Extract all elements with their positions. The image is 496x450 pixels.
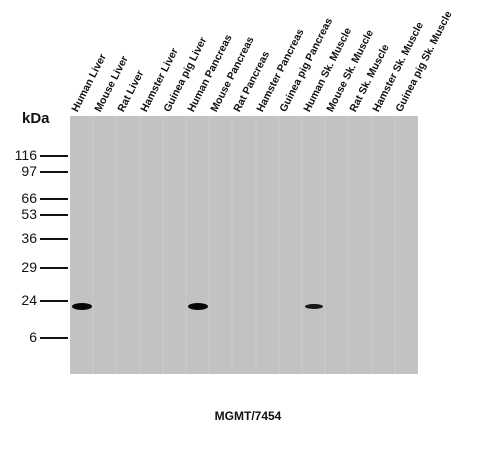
blot-membrane [70,116,418,374]
blot-lane [71,116,93,374]
marker-tick [40,300,68,302]
marker-label: 36 [21,230,37,246]
blot-lane [372,116,394,374]
marker-tick [40,171,68,173]
blot-lane [279,116,301,374]
blot-lane [395,116,417,374]
blot-lane [233,116,255,374]
marker-label: 6 [29,329,37,345]
blot-lane [163,116,185,374]
marker-label: 53 [21,206,37,222]
kda-axis-label: kDa [22,110,50,127]
blot-lane [349,116,371,374]
marker-label: 97 [21,163,37,179]
marker-tick [40,198,68,200]
blot-lane [187,116,209,374]
marker-tick [40,155,68,157]
marker-tick [40,267,68,269]
marker-label: 24 [21,292,37,308]
blot-lane [94,116,116,374]
marker-label: 29 [21,259,37,275]
protein-band [304,303,323,309]
protein-band [187,302,208,310]
blot-lane [140,116,162,374]
marker-label: 116 [14,147,37,163]
antibody-caption: MGMT/7454 [214,409,282,423]
blot-lane [256,116,278,374]
marker-tick [40,214,68,216]
blot-lane [303,116,325,374]
marker-tick [40,238,68,240]
blot-lane [210,116,232,374]
blot-lane [326,116,348,374]
marker-tick [40,337,68,339]
marker-label: 66 [21,190,37,206]
blot-lane [117,116,139,374]
protein-band [71,302,92,310]
